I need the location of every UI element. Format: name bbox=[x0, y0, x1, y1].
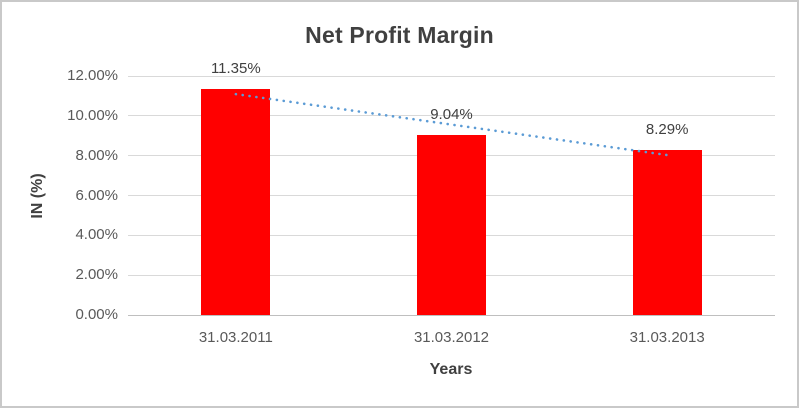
x-axis-title: Years bbox=[429, 361, 473, 378]
bar-value-label: 11.35% bbox=[210, 59, 261, 77]
y-tick-label: 2.00% bbox=[75, 266, 118, 284]
gridline bbox=[128, 115, 775, 117]
gridline bbox=[128, 75, 775, 77]
x-tick-label: 31.03.2012 bbox=[413, 329, 490, 346]
chart-title: Net Profit Margin bbox=[305, 22, 494, 48]
x-axis-line bbox=[128, 314, 775, 316]
plot-area: 11.35% 9.04% 8.29% bbox=[128, 60, 775, 316]
bar-value-label: 8.29% bbox=[645, 120, 689, 138]
y-tick-label: 6.00% bbox=[75, 186, 118, 204]
y-tick-label: 4.00% bbox=[75, 226, 118, 244]
bar-31.03.2013 bbox=[632, 149, 702, 315]
y-tick-label: 12.00% bbox=[67, 67, 118, 84]
y-tick-label: 0.00% bbox=[75, 306, 118, 323]
x-tick-label: 31.03.2011 bbox=[198, 329, 273, 346]
y-tick-label: 10.00% bbox=[67, 106, 118, 124]
bar-value-label: 9.04% bbox=[430, 105, 473, 123]
bar-31.03.2012 bbox=[417, 134, 486, 315]
x-tick-label: 31.03.2013 bbox=[629, 329, 705, 346]
bar-31.03.2011 bbox=[201, 88, 271, 315]
trendline bbox=[234, 92, 669, 157]
y-tick-label: 8.00% bbox=[75, 146, 118, 164]
